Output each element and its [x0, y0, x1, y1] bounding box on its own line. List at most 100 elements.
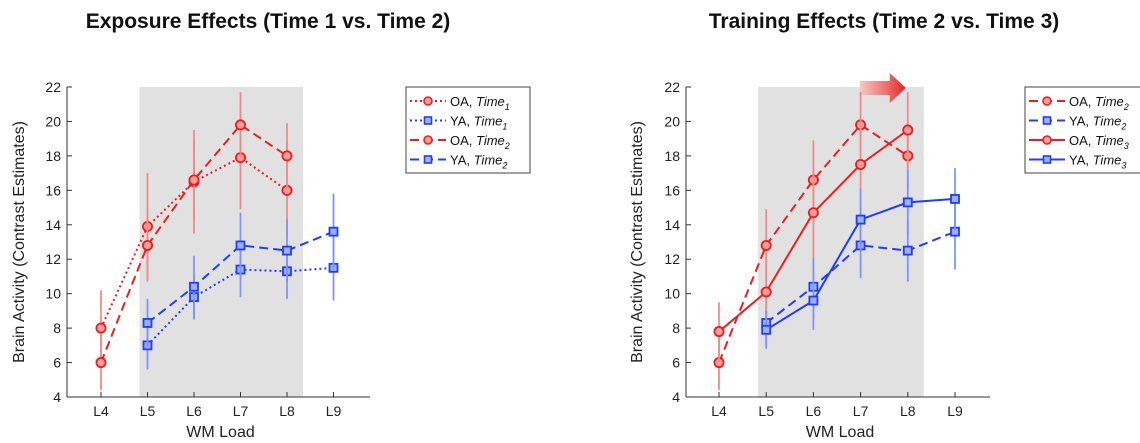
y-tick-label: 12 [45, 251, 61, 267]
y-tick-label: 20 [664, 113, 680, 129]
y-tick-label: 8 [672, 320, 680, 336]
legend-label: YA, Time2 [1069, 114, 1126, 132]
y-tick-label: 4 [53, 389, 61, 405]
x-tick-label: L4 [711, 403, 727, 419]
data-point [807, 207, 819, 219]
shaded-region [139, 87, 303, 397]
y-tick-label: 10 [45, 286, 61, 302]
legend-time: Time [476, 94, 505, 109]
chart-title: Exposure Effects (Time 1 vs. Time 2) [86, 10, 451, 33]
legend-time: Time [1095, 94, 1124, 109]
legend-swatch-marker [423, 96, 433, 106]
legend-label: OA, Time1 [450, 94, 510, 112]
y-tick-label: 18 [45, 148, 61, 164]
legend-time: Time [476, 133, 505, 148]
data-point [142, 318, 153, 328]
x-axis-title: WM Load [806, 424, 874, 441]
series-line [146, 230, 334, 324]
series-line [100, 123, 288, 363]
legend-label: YA, Time3 [1069, 153, 1126, 171]
legend-group: YA, [1069, 153, 1093, 168]
series-line [718, 123, 909, 363]
legend-label: YA, Time2 [450, 153, 507, 171]
y-tick-label: 16 [45, 182, 61, 198]
x-tick-label: L8 [900, 403, 916, 419]
legend-label: OA, Time2 [450, 133, 510, 151]
legend-label: OA, Time3 [1069, 133, 1129, 151]
legend-swatch-marker [423, 135, 433, 145]
series-4 [142, 193, 339, 348]
legend-label: OA, Time2 [1069, 94, 1129, 112]
series-4 [761, 167, 960, 349]
legend-time: Time [474, 153, 503, 168]
legend-time: Time [474, 114, 503, 129]
legend-group: OA, [450, 133, 476, 148]
x-tick-label: L5 [758, 403, 774, 419]
y-tick-label: 22 [45, 79, 61, 95]
data-point [713, 326, 725, 338]
data-point [328, 226, 339, 237]
x-tick-label: L6 [186, 403, 202, 419]
data-point [761, 324, 772, 335]
data-point [855, 158, 867, 170]
data-point [189, 281, 199, 292]
legend-time: Time [1093, 153, 1122, 168]
y-tick-label: 14 [664, 217, 680, 233]
shaded-region [758, 87, 924, 397]
y-tick-label: 10 [664, 286, 680, 302]
data-point [235, 240, 246, 251]
x-tick-label: L6 [806, 403, 822, 419]
legend-group: YA, [1069, 114, 1093, 129]
legend-subscript: 3 [1121, 161, 1126, 171]
x-tick-label: L7 [233, 403, 249, 419]
data-point [855, 214, 866, 225]
data-point [902, 124, 914, 136]
y-axis-title: Brain Activity (Contrast Estimates) [629, 121, 646, 363]
y-tick-label: 4 [672, 389, 680, 405]
data-point [188, 174, 200, 186]
y-tick-label: 6 [53, 355, 61, 371]
y-tick-label: 22 [664, 79, 680, 95]
x-tick-label: L9 [326, 403, 342, 419]
y-tick-label: 16 [664, 182, 680, 198]
legend-subscript: 3 [1124, 141, 1129, 151]
legend-subscript: 2 [1123, 102, 1129, 112]
data-point [95, 322, 107, 334]
series-3 [95, 92, 293, 391]
data-point [234, 119, 246, 131]
data-point [141, 239, 153, 251]
chart-title: Training Effects (Time 2 vs. Time 3) [709, 10, 1060, 33]
data-point [281, 150, 293, 162]
x-axis-title: WM Load [186, 424, 254, 441]
x-tick-label: L9 [947, 403, 963, 419]
legend-group: OA, [450, 94, 476, 109]
legend-swatch-marker [423, 116, 433, 125]
legend-group: YA, [450, 114, 474, 129]
legend-time: Time [1095, 133, 1124, 148]
legend-group: OA, [1069, 94, 1095, 109]
legend-swatch-marker [1042, 135, 1052, 145]
legend-group: OA, [1069, 133, 1095, 148]
chart-panel-2: Training Effects (Time 2 vs. Time 3) 4 6 8 1… [629, 10, 1140, 441]
x-tick-label: L8 [279, 403, 295, 419]
legend-subscript: 1 [505, 102, 510, 112]
arrow-annotation [859, 73, 906, 103]
data-point [808, 295, 819, 306]
legend-subscript: 2 [1120, 122, 1126, 132]
y-axis-title: Brain Activity (Contrast Estimates) [11, 121, 28, 363]
x-tick-label: L4 [93, 403, 109, 419]
chart-panel-1: Exposure Effects (Time 1 vs. Time 2) 4 6 8 1… [11, 10, 531, 441]
legend-swatch-marker [1042, 96, 1052, 106]
legend-subscript: 2 [501, 161, 507, 171]
legend-time: Time [1093, 114, 1122, 129]
y-tick-label: 6 [672, 355, 680, 371]
data-point [282, 245, 292, 256]
data-point [760, 286, 772, 298]
legend-subscript: 2 [504, 141, 510, 151]
x-tick-label: L7 [853, 403, 869, 419]
legend-swatch-marker [423, 155, 433, 164]
series-line [765, 230, 956, 324]
